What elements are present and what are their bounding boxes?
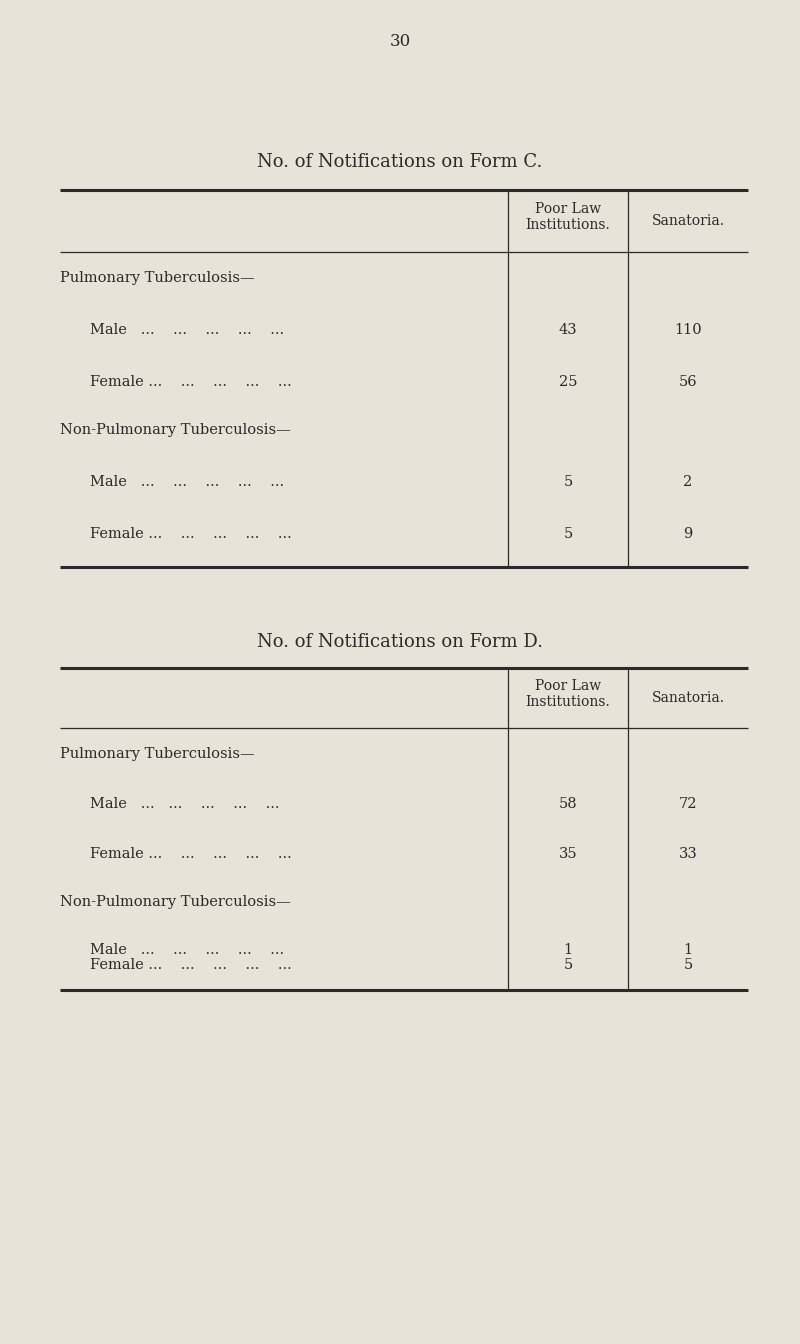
Text: No. of Notifications on Form C.: No. of Notifications on Form C. (258, 153, 542, 171)
Text: 110: 110 (674, 323, 702, 337)
Text: 5: 5 (563, 474, 573, 489)
Text: Poor Law
Institutions.: Poor Law Institutions. (526, 202, 610, 233)
Text: Pulmonary Tuberculosis—: Pulmonary Tuberculosis— (60, 271, 254, 285)
Text: Sanatoria.: Sanatoria. (651, 214, 725, 228)
Text: Male   ...   ...    ...    ...    ...: Male ... ... ... ... ... (90, 797, 279, 810)
Text: 43: 43 (558, 323, 578, 337)
Text: No. of Notifications on Form D.: No. of Notifications on Form D. (257, 633, 543, 650)
Text: 9: 9 (683, 527, 693, 542)
Text: Female ...    ...    ...    ...    ...: Female ... ... ... ... ... (90, 847, 292, 862)
Text: Sanatoria.: Sanatoria. (651, 691, 725, 706)
Text: 58: 58 (558, 797, 578, 810)
Text: Non-Pulmonary Tuberculosis—: Non-Pulmonary Tuberculosis— (60, 895, 290, 909)
Text: 1: 1 (563, 943, 573, 957)
Text: 1: 1 (683, 943, 693, 957)
Text: 35: 35 (558, 847, 578, 862)
Text: Female ...    ...    ...    ...    ...: Female ... ... ... ... ... (90, 958, 292, 972)
Text: Non-Pulmonary Tuberculosis—: Non-Pulmonary Tuberculosis— (60, 423, 290, 437)
Text: 2: 2 (683, 474, 693, 489)
Text: 5: 5 (563, 958, 573, 972)
Text: 5: 5 (683, 958, 693, 972)
Text: Female ...    ...    ...    ...    ...: Female ... ... ... ... ... (90, 527, 292, 542)
Text: Poor Law
Institutions.: Poor Law Institutions. (526, 679, 610, 710)
Text: Male   ...    ...    ...    ...    ...: Male ... ... ... ... ... (90, 323, 284, 337)
Text: Male   ...    ...    ...    ...    ...: Male ... ... ... ... ... (90, 474, 284, 489)
Text: 25: 25 (558, 375, 578, 388)
Text: Female ...    ...    ...    ...    ...: Female ... ... ... ... ... (90, 375, 292, 388)
Text: 5: 5 (563, 527, 573, 542)
Text: 72: 72 (678, 797, 698, 810)
Text: Male   ...    ...    ...    ...    ...: Male ... ... ... ... ... (90, 943, 284, 957)
Text: 33: 33 (678, 847, 698, 862)
Text: 56: 56 (678, 375, 698, 388)
Text: Pulmonary Tuberculosis—: Pulmonary Tuberculosis— (60, 747, 254, 761)
Text: 30: 30 (390, 34, 410, 51)
